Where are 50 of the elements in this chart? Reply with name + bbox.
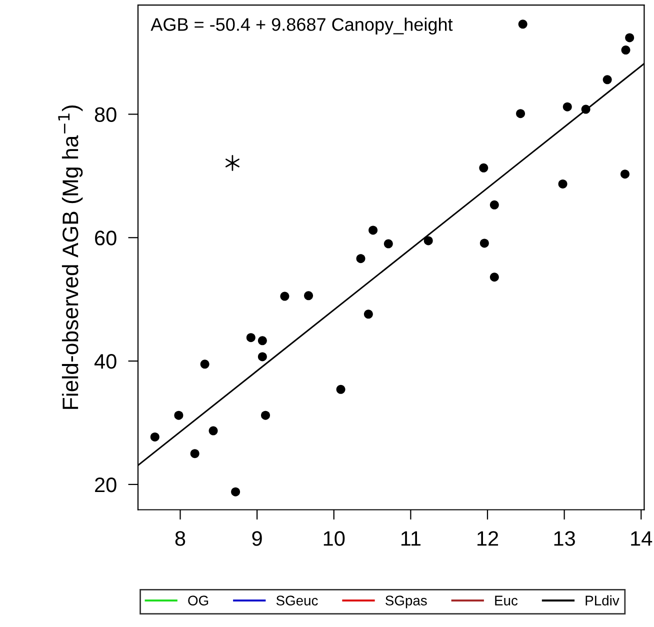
- point: [625, 33, 634, 42]
- point: [518, 20, 528, 29]
- point: [424, 236, 433, 246]
- point: [258, 336, 267, 346]
- legend-label: OG: [188, 596, 208, 606]
- y-tick-label: 60: [95, 230, 116, 246]
- point: [225, 155, 240, 171]
- point: [558, 179, 568, 188]
- point: [384, 239, 393, 248]
- legend-label: Euc: [495, 596, 518, 606]
- x-tick-label: 10: [324, 531, 345, 546]
- point: [602, 75, 612, 84]
- x-tick-label: 8: [175, 531, 186, 546]
- point: [490, 272, 499, 282]
- point: [490, 200, 499, 210]
- y-axis-title: Field-observed AGB (Mg ha$^{−1}$): [58, 106, 83, 409]
- x-tick-label: 12: [477, 531, 498, 546]
- point: [479, 163, 488, 172]
- point: [621, 46, 630, 55]
- x-tick-label: 13: [554, 531, 575, 546]
- point: [150, 432, 160, 442]
- point: [620, 170, 630, 179]
- point: [246, 333, 256, 342]
- point: [231, 487, 240, 496]
- point: [208, 426, 218, 436]
- y-tick-label: 80: [94, 107, 116, 122]
- point: [516, 109, 526, 118]
- x-tick-label: 11: [401, 531, 420, 546]
- point: [480, 238, 489, 248]
- point: [174, 410, 184, 420]
- legend-label: PLdiv: [586, 595, 620, 606]
- x-tick-label: 9: [252, 531, 262, 546]
- annotation: AGB = -50.4 + 9.8687 Canopy_height: [150, 18, 453, 34]
- point: [261, 410, 270, 420]
- point: [581, 104, 590, 114]
- y-tick-label: 40: [94, 354, 116, 369]
- y-tick-label: 20: [95, 477, 116, 492]
- point: [562, 102, 572, 112]
- point: [280, 292, 290, 301]
- legend-label: SGeuc: [276, 596, 318, 606]
- point: [368, 226, 378, 235]
- point: [258, 352, 267, 362]
- x-tick-label: 14: [631, 531, 652, 546]
- legend-label: SGpas: [386, 596, 427, 608]
- point: [364, 310, 373, 319]
- point: [190, 449, 200, 458]
- point: [336, 384, 346, 394]
- point: [304, 291, 314, 300]
- point: [356, 254, 366, 264]
- point: [200, 360, 210, 369]
